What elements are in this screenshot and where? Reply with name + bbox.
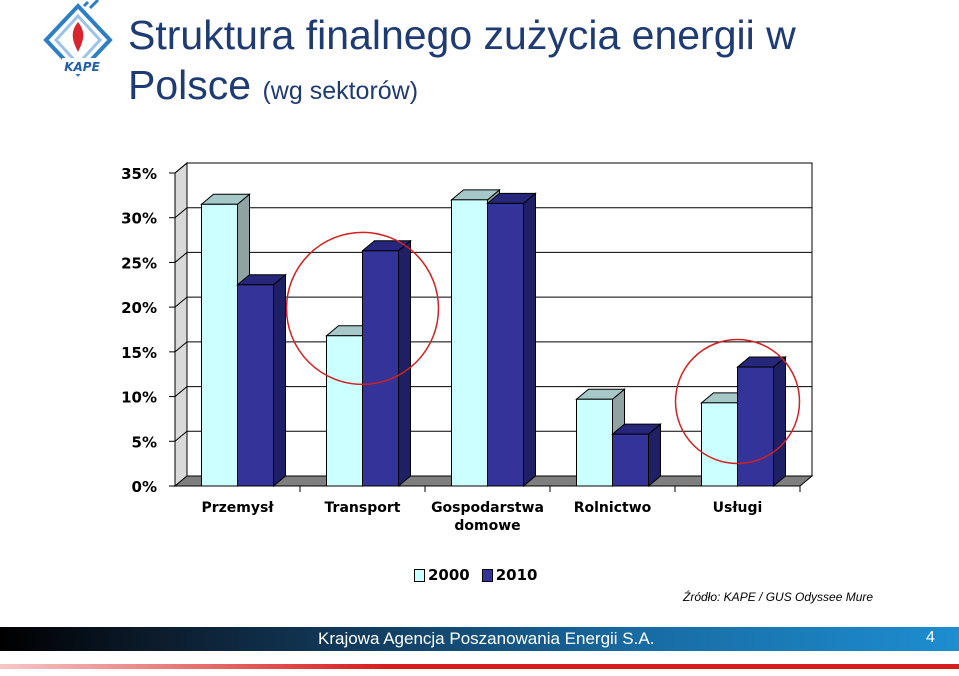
gridline-20 xyxy=(174,296,812,308)
bar-chart: 0% 5% 10% 15% 20% 25% 30% 35% Przemysł Transport G… xyxy=(121,161,814,534)
footer-bar xyxy=(0,627,959,651)
x-tick-label-2-0: Gospodarstwa xyxy=(431,500,544,516)
highlight-circle-1 xyxy=(285,231,440,386)
legend-label-2000: 2000 xyxy=(428,566,470,584)
y-tick-label-15: 15% xyxy=(121,344,157,362)
title-line-2: Polsce xyxy=(128,62,252,108)
y-tick-label-30: 30% xyxy=(121,210,157,228)
gridline-10 xyxy=(174,386,812,397)
bar-2000-3 xyxy=(575,388,626,488)
gridline-30 xyxy=(174,207,812,219)
plot-side-wall xyxy=(174,161,188,488)
gridline-35 xyxy=(174,162,812,174)
gridline-15 xyxy=(174,341,812,353)
page-title: Struktura finalnego zużycia energii w Po… xyxy=(128,10,948,116)
source-note: Źródło: KAPE / GUS Odyssee Mure xyxy=(683,590,874,604)
x-tick-label-1: Transport xyxy=(325,500,401,516)
legend-swatch-2010 xyxy=(481,568,493,582)
bar-2010-2 xyxy=(486,192,537,488)
footer-red-line xyxy=(0,664,959,669)
x-tick-label-0: Przemysł xyxy=(201,500,274,516)
y-tick-label-5: 5% xyxy=(132,433,157,451)
legend-item-2000: 2000 xyxy=(414,566,470,584)
x-tick-label-3: Rolnictwo xyxy=(574,500,652,516)
footer-org: Krajowa Agencja Poszanowania Energii S.A… xyxy=(318,629,655,648)
legend-item-2010: 2010 xyxy=(481,566,538,584)
y-tick-label-10: 10% xyxy=(121,389,157,407)
x-tick-label-4: Usługi xyxy=(713,500,763,516)
x-tick-label-2-1: domowe xyxy=(454,518,520,534)
bar-2010-3 xyxy=(611,423,662,488)
legend-label-2010: 2010 xyxy=(495,566,538,584)
y-tick-label-20: 20% xyxy=(121,299,157,317)
legend-swatch-2000 xyxy=(414,568,425,582)
y-tick-label-0: 0% xyxy=(132,478,157,496)
y-tick-label-25: 25% xyxy=(121,254,157,272)
logo-text: KAPE xyxy=(64,60,100,74)
bar-2010-4 xyxy=(736,355,787,488)
gridline-25 xyxy=(174,251,812,263)
y-tick-label-35: 35% xyxy=(121,165,157,183)
title-sub: (wg sektorów) xyxy=(262,77,419,105)
title-line-1: Struktura finalnego zużycia energii w xyxy=(128,12,796,58)
page-number: 4 xyxy=(926,629,935,646)
highlight-circle-4 xyxy=(674,338,801,465)
kape-logo: KAPE xyxy=(43,0,113,77)
legend: 2000 2010 xyxy=(414,565,538,585)
bar-2010-1 xyxy=(361,239,412,488)
bar-2010-0 xyxy=(236,273,287,488)
